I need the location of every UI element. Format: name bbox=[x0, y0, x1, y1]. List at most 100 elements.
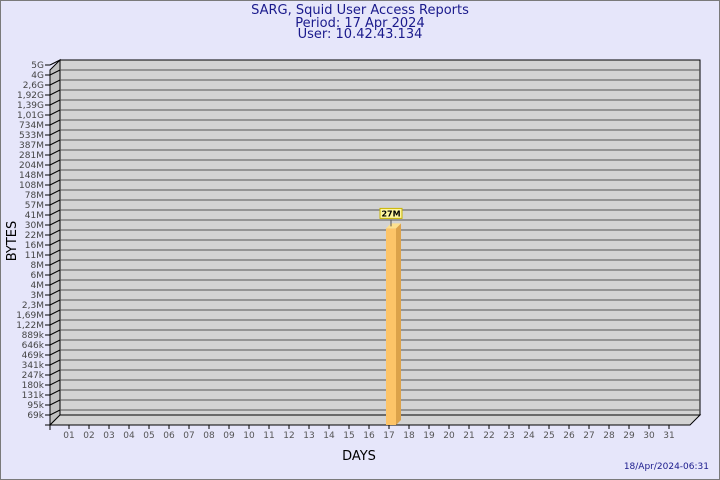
y-tick-diagonal bbox=[49, 299, 61, 306]
y-tick-diagonal bbox=[49, 219, 61, 226]
y-tick-diagonal bbox=[49, 259, 61, 266]
y-tick-diagonal bbox=[49, 349, 61, 356]
y-tick-diagonal bbox=[49, 279, 61, 286]
x-tick-label: 17 bbox=[383, 431, 394, 441]
y-tick-label: 16M bbox=[25, 241, 44, 251]
y-tick-label: 131k bbox=[22, 391, 45, 401]
x-tick-label: 27 bbox=[583, 431, 594, 441]
y-tick-diagonal bbox=[49, 389, 61, 396]
x-tick-label: 09 bbox=[223, 431, 235, 441]
x-tick-label: 19 bbox=[423, 431, 435, 441]
y-tick-diagonal bbox=[49, 329, 61, 336]
x-tick-label: 11 bbox=[263, 431, 274, 441]
y-tick-label: 1,39G bbox=[17, 101, 44, 111]
y-tick-label: 4G bbox=[31, 71, 44, 81]
x-tick-label: 14 bbox=[323, 431, 335, 441]
y-tick-label: 1,69M bbox=[16, 311, 44, 321]
y-tick-label: 204M bbox=[19, 161, 44, 171]
y-tick-diagonal bbox=[49, 79, 61, 86]
y-tick-diagonal bbox=[49, 189, 61, 196]
y-tick-label: 646k bbox=[22, 341, 45, 351]
x-tick-label: 05 bbox=[143, 431, 154, 441]
y-tick-label: 180k bbox=[22, 381, 45, 391]
y-tick-diagonal bbox=[49, 229, 61, 236]
x-tick-label: 07 bbox=[183, 431, 194, 441]
x-tick-label: 30 bbox=[643, 431, 655, 441]
y-tick-label: 734M bbox=[19, 121, 44, 131]
x-tick-label: 02 bbox=[83, 431, 94, 441]
y-tick-label: 22M bbox=[25, 231, 44, 241]
y-tick-label: 57M bbox=[25, 201, 44, 211]
x-tick-label: 08 bbox=[203, 431, 215, 441]
x-tick-label: 04 bbox=[123, 431, 135, 441]
y-tick-diagonal bbox=[49, 239, 61, 246]
report-timestamp: 18/Apr/2024-06:31 bbox=[624, 462, 709, 472]
y-tick-diagonal bbox=[49, 309, 61, 316]
y-tick-label: 533M bbox=[19, 131, 44, 141]
y-tick-diagonal bbox=[49, 179, 61, 186]
x-tick-label: 03 bbox=[103, 431, 114, 441]
y-tick-diagonal bbox=[49, 199, 61, 206]
y-tick-diagonal bbox=[49, 99, 61, 106]
y-tick-diagonal bbox=[49, 139, 61, 146]
y-tick-label: 387M bbox=[19, 141, 44, 151]
y-tick-label: 11M bbox=[25, 251, 44, 261]
chart-title: SARG, Squid User Access Reports bbox=[251, 3, 469, 18]
y-tick-diagonal bbox=[49, 159, 61, 166]
y-tick-diagonal bbox=[49, 359, 61, 366]
x-tick-label: 21 bbox=[463, 431, 474, 441]
x-tick-label: 10 bbox=[243, 431, 255, 441]
data-label-box bbox=[379, 207, 403, 219]
y-tick-diagonal bbox=[49, 59, 61, 66]
y-tick-diagonal bbox=[49, 319, 61, 326]
x-tick-label: 15 bbox=[343, 431, 354, 441]
plot-back-wall bbox=[59, 59, 701, 416]
y-tick-diagonal bbox=[49, 89, 61, 96]
x-tick-label: 26 bbox=[563, 431, 575, 441]
y-tick-label: 5G bbox=[31, 61, 44, 71]
bar-top bbox=[386, 223, 401, 229]
x-tick-label: 18 bbox=[403, 431, 415, 441]
y-tick-label: 8M bbox=[31, 261, 45, 271]
y-tick-diagonal bbox=[49, 149, 61, 156]
y-tick-diagonal bbox=[49, 69, 61, 76]
x-tick-label: 28 bbox=[603, 431, 615, 441]
y-tick-diagonal bbox=[49, 409, 61, 416]
y-tick-label: 341k bbox=[22, 361, 45, 371]
y-tick-label: 148M bbox=[19, 171, 44, 181]
x-tick-label: 22 bbox=[483, 431, 494, 441]
y-tick-label: 108M bbox=[19, 181, 44, 191]
y-tick-diagonal bbox=[49, 129, 61, 136]
chart-user: User: 10.42.43.134 bbox=[297, 27, 423, 42]
y-tick-diagonal bbox=[49, 249, 61, 256]
y-axis-label: BYTES bbox=[5, 221, 20, 262]
y-tick-label: 6M bbox=[31, 271, 45, 281]
y-tick-diagonal bbox=[49, 169, 61, 176]
y-tick-label: 469k bbox=[22, 351, 45, 361]
y-tick-diagonal bbox=[49, 369, 61, 376]
x-tick-label: 24 bbox=[523, 431, 535, 441]
y-tick-diagonal bbox=[49, 379, 61, 386]
y-tick-label: 4M bbox=[31, 281, 45, 291]
y-tick-label: 41M bbox=[25, 211, 44, 221]
y-tick-diagonal bbox=[49, 209, 61, 216]
y-tick-label: 2,3M bbox=[22, 301, 44, 311]
y-tick-label: 1,01G bbox=[17, 111, 44, 121]
data-label: 27M bbox=[381, 209, 400, 218]
y-tick-diagonal bbox=[49, 269, 61, 276]
x-tick-label: 01 bbox=[63, 431, 74, 441]
y-tick-label: 30M bbox=[25, 221, 44, 231]
x-tick-label: 23 bbox=[503, 431, 514, 441]
x-axis-label: DAYS bbox=[342, 449, 376, 464]
y-tick-label: 3M bbox=[31, 291, 45, 301]
y-tick-label: 281M bbox=[19, 151, 44, 161]
y-tick-label: 247k bbox=[22, 371, 45, 381]
y-tick-diagonal bbox=[49, 399, 61, 406]
y-tick-label: 1,22M bbox=[16, 321, 44, 331]
y-tick-diagonal bbox=[49, 109, 61, 116]
y-tick-label: 889k bbox=[22, 331, 45, 341]
y-tick-label: 69k bbox=[27, 411, 44, 421]
y-tick-label: 1,92G bbox=[17, 91, 44, 101]
y-tick-label: 95k bbox=[27, 401, 44, 411]
